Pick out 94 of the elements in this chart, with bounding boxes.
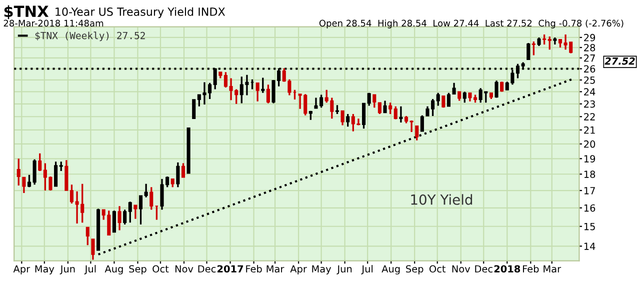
candlestick <box>378 102 382 115</box>
candlestick <box>134 204 138 220</box>
x-tick-label: Mar <box>266 265 284 273</box>
x-tick-label: Jul <box>84 265 96 274</box>
x-tick-label: Mar <box>544 265 562 273</box>
y-tick-label: 28 <box>584 44 596 52</box>
candlestick <box>532 40 536 56</box>
candlestick <box>340 110 344 126</box>
x-tick-label: 2018 <box>494 265 520 273</box>
legend-label: $TNX (Weekly) 27.52 <box>35 32 145 42</box>
candlestick <box>394 106 398 120</box>
candlestick <box>362 102 366 130</box>
y-tick-label: 22 <box>584 113 595 120</box>
candlestick <box>415 125 419 142</box>
candlestick <box>526 42 530 60</box>
text: 28-Mar-2018 11:48am <box>4 20 104 27</box>
candlestick <box>452 82 456 95</box>
x-tick-label: Aug <box>104 265 123 274</box>
candlestick <box>192 99 196 120</box>
x-tick-label: Jun <box>336 265 352 274</box>
x-tick-label: Sep <box>406 265 424 274</box>
candlestick <box>399 106 403 124</box>
candlestick <box>150 186 154 211</box>
candlestick <box>367 92 371 107</box>
candlestick <box>138 194 143 226</box>
candlestick <box>446 92 451 108</box>
candlestick <box>118 205 122 232</box>
candlestick <box>128 200 132 224</box>
x-tick-label: Feb <box>246 265 262 273</box>
candlestick <box>91 238 95 261</box>
candlestick <box>86 226 90 246</box>
y-tick-label: 18 <box>584 170 596 178</box>
y-tick-label: 21 <box>584 126 595 134</box>
y-tick-label: 19 <box>584 155 596 162</box>
x-tick-label: Aug <box>382 265 400 274</box>
y-tick-label: 26 <box>584 65 596 73</box>
candlestick <box>383 100 387 114</box>
x-tick-label: Feb <box>523 265 539 273</box>
candlestick <box>27 174 32 188</box>
y-tick-label: 15 <box>584 222 595 230</box>
x-tick-label: Sep <box>129 265 146 274</box>
y-tick-label: 20 <box>584 140 596 148</box>
annotation: Open 28.54 High 28.54 Low 27.44 Last 27.52 Chg -0.78 (-2.76%) <box>319 20 624 28</box>
candlestick <box>59 160 63 172</box>
y-tick-label: 23 <box>584 100 595 108</box>
candlestick <box>346 113 350 128</box>
x-tick-label: Apr <box>290 265 307 274</box>
candlestick <box>70 184 74 204</box>
x-tick-label: 2017 <box>218 265 244 273</box>
candlestick <box>494 80 498 99</box>
x-tick-label: Oct <box>152 265 169 273</box>
candlestick <box>38 152 42 172</box>
candlestick <box>516 63 520 80</box>
x-tick-label: Jul <box>361 265 373 274</box>
candlestick <box>542 34 546 46</box>
candlestick <box>388 102 392 115</box>
candlestick <box>123 208 127 226</box>
y-tick-label: 24 <box>584 88 596 96</box>
candlestick <box>22 176 26 194</box>
candlestick <box>548 36 552 50</box>
x-tick-label: Nov <box>175 265 194 273</box>
x-tick-label: Oct <box>429 265 446 273</box>
candlestick <box>436 92 440 107</box>
candlestick <box>266 84 270 104</box>
y-tick-label: 17 <box>584 187 595 194</box>
y-tick-label: 27 <box>584 54 595 62</box>
x-tick-label: Dec <box>475 265 492 273</box>
candlestick <box>181 162 186 178</box>
text: 27.52 <box>604 57 635 65</box>
candlestick <box>261 76 265 94</box>
annotation: 10Y Yield <box>411 194 472 205</box>
y-tick-label: 25 <box>584 76 595 84</box>
x-tick-label: Dec <box>198 265 216 273</box>
y-tick-label: 14 <box>584 242 596 250</box>
x-tick-label: May <box>312 265 332 274</box>
candlestick <box>462 90 466 104</box>
candlestick <box>32 158 36 186</box>
candlestick <box>256 82 260 102</box>
candlestick <box>144 183 148 198</box>
candlestick <box>410 120 414 133</box>
x-tick-label: Nov <box>452 265 470 273</box>
chart-title: $TNX <box>4 5 49 20</box>
y-tick-label: 29 <box>584 34 596 42</box>
candlestick <box>458 90 462 102</box>
x-tick-label: May <box>35 265 54 274</box>
candlestick <box>54 160 58 188</box>
chart-subtitle: 10-Year US Treasury Yield INDX <box>56 7 226 18</box>
y-tick-label: 16 <box>584 204 596 212</box>
candlestick <box>176 162 180 188</box>
candlestick <box>112 210 116 234</box>
x-tick-label: Jun <box>60 265 75 274</box>
x-tick-label: Apr <box>13 265 30 274</box>
candlestick <box>372 94 376 108</box>
candlestick <box>16 158 20 186</box>
